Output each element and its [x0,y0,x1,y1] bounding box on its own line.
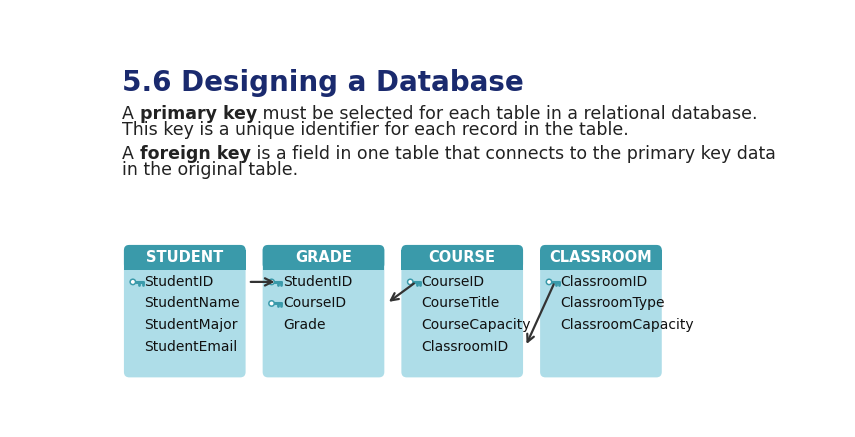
Text: Grade: Grade [283,318,325,332]
Text: ClassroomType: ClassroomType [560,296,664,310]
Text: CourseTitle: CourseTitle [422,296,500,310]
Text: A: A [122,105,139,123]
Circle shape [269,280,274,284]
Circle shape [407,278,414,285]
FancyBboxPatch shape [262,245,385,270]
Text: must be selected for each table in a relational database.: must be selected for each table in a rel… [257,105,758,123]
Text: 5.6 Designing a Database: 5.6 Designing a Database [122,69,524,97]
Circle shape [268,300,275,307]
Text: primary key: primary key [139,105,257,123]
Text: GRADE: GRADE [295,250,352,265]
FancyBboxPatch shape [540,245,662,270]
Text: StudentID: StudentID [144,275,214,289]
Circle shape [131,280,135,284]
Text: COURSE: COURSE [428,250,496,265]
Circle shape [129,278,136,285]
Text: StudentMajor: StudentMajor [144,318,238,332]
FancyBboxPatch shape [401,245,523,378]
Text: STUDENT: STUDENT [146,250,223,265]
Text: foreign key: foreign key [139,145,251,163]
Text: CourseID: CourseID [283,296,346,310]
FancyBboxPatch shape [540,245,662,378]
FancyBboxPatch shape [401,245,523,270]
Circle shape [268,278,275,285]
Text: ClassroomID: ClassroomID [422,340,509,354]
Text: is a field in one table that connects to the primary key data: is a field in one table that connects to… [251,145,775,163]
Text: in the original table.: in the original table. [122,161,298,179]
Circle shape [545,278,552,285]
Text: CourseCapacity: CourseCapacity [422,318,531,332]
Text: StudentID: StudentID [283,275,352,289]
Bar [262,250,385,270]
Text: ClassroomCapacity: ClassroomCapacity [560,318,694,332]
Bar [401,250,523,270]
Text: ClassroomID: ClassroomID [560,275,647,289]
FancyBboxPatch shape [124,245,245,378]
Text: This key is a unique identifier for each record in the table.: This key is a unique identifier for each… [122,121,629,139]
Bar [540,250,662,270]
Text: A: A [122,145,139,163]
Text: CLASSROOM: CLASSROOM [550,250,652,265]
Text: StudentName: StudentName [144,296,239,310]
Text: CourseID: CourseID [422,275,485,289]
Text: StudentEmail: StudentEmail [144,340,238,354]
Circle shape [269,302,274,305]
Circle shape [409,280,412,284]
Bar [124,250,245,270]
FancyBboxPatch shape [262,245,385,378]
FancyBboxPatch shape [124,245,245,270]
Circle shape [547,280,551,284]
